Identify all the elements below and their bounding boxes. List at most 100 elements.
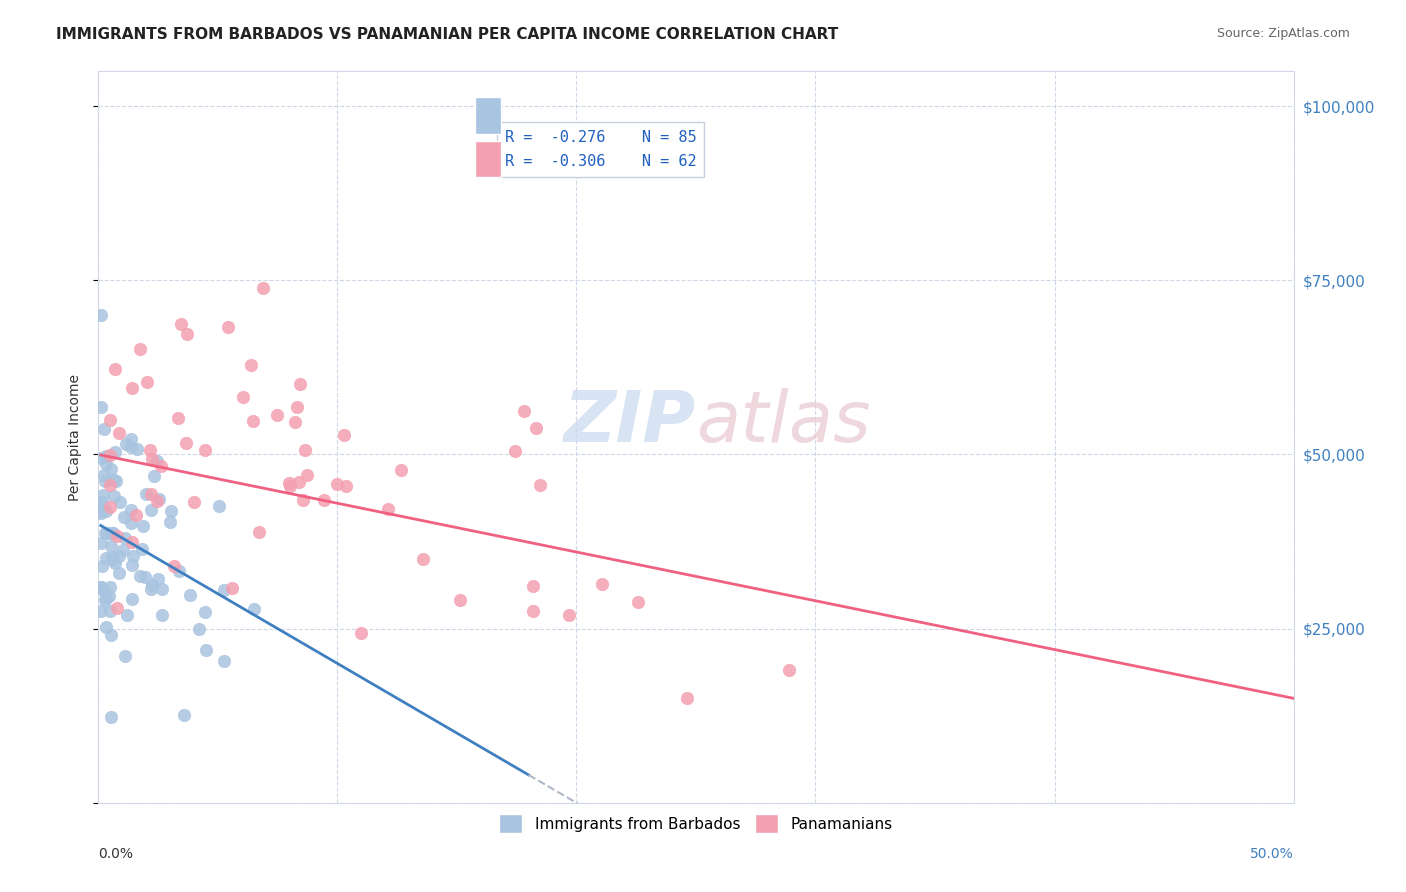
Point <box>108 426 131 441</box>
Point <box>114 649 136 664</box>
Point <box>115 437 138 451</box>
Point <box>96 526 118 541</box>
Point <box>110 495 132 509</box>
Point <box>163 559 186 574</box>
Bar <box>475 141 501 178</box>
Point <box>449 592 471 607</box>
Point <box>111 543 134 558</box>
Point <box>159 504 181 518</box>
Point <box>292 492 315 507</box>
Point <box>141 578 163 592</box>
Point <box>278 475 301 490</box>
Point <box>332 428 354 442</box>
Point <box>91 488 114 502</box>
Point <box>98 500 122 515</box>
Point <box>377 502 399 516</box>
Point <box>141 582 163 597</box>
Point <box>146 572 169 586</box>
Point <box>239 359 262 373</box>
Point <box>90 308 112 322</box>
Point <box>129 342 152 356</box>
Point <box>148 491 170 506</box>
Point <box>98 580 121 594</box>
Point <box>120 516 142 530</box>
Point <box>141 487 163 501</box>
Text: R =  -0.276    N = 85
R =  -0.306    N = 62: R = -0.276 N = 85 R = -0.306 N = 62 <box>505 130 696 169</box>
Point <box>131 542 153 557</box>
Point <box>93 593 115 607</box>
Point <box>169 317 191 331</box>
Point <box>325 476 347 491</box>
Point <box>104 557 127 571</box>
Point <box>94 449 117 463</box>
Point <box>90 400 112 414</box>
Point <box>136 375 159 389</box>
Point <box>295 468 318 483</box>
Point <box>105 529 128 543</box>
Point <box>778 663 800 677</box>
Point <box>108 549 131 564</box>
Point <box>266 408 288 422</box>
Point <box>96 504 118 518</box>
Point <box>101 525 124 540</box>
Point <box>208 499 231 513</box>
Point <box>135 486 157 500</box>
Text: 50.0%: 50.0% <box>1250 847 1294 861</box>
Point <box>90 604 112 618</box>
Point <box>179 589 201 603</box>
Text: Source: ZipAtlas.com: Source: ZipAtlas.com <box>1216 27 1350 40</box>
Point <box>121 534 143 549</box>
Point <box>90 495 112 509</box>
Point <box>522 604 544 618</box>
Point <box>93 468 115 483</box>
Point <box>217 319 239 334</box>
Text: IMMIGRANTS FROM BARBADOS VS PANAMANIAN PER CAPITA INCOME CORRELATION CHART: IMMIGRANTS FROM BARBADOS VS PANAMANIAN P… <box>56 27 838 42</box>
Point <box>127 442 149 456</box>
Point <box>90 559 112 574</box>
Point <box>141 502 163 516</box>
Point <box>98 604 121 618</box>
Point <box>120 441 142 455</box>
Point <box>121 591 143 606</box>
Point <box>90 503 112 517</box>
Point <box>96 458 118 472</box>
Point <box>212 655 235 669</box>
Point <box>90 450 112 465</box>
Point <box>183 495 205 509</box>
Point <box>120 432 142 446</box>
Point <box>412 551 434 566</box>
Y-axis label: Per Capita Income: Per Capita Income <box>67 374 82 500</box>
Text: ZIP: ZIP <box>564 388 696 457</box>
Point <box>96 551 118 566</box>
Point <box>146 494 169 508</box>
Point <box>195 642 218 657</box>
Point <box>335 478 357 492</box>
Point <box>100 549 122 564</box>
Point <box>100 628 122 642</box>
Point <box>104 444 127 458</box>
Text: atlas: atlas <box>696 388 870 457</box>
Point <box>105 474 128 488</box>
Point <box>98 448 122 462</box>
Point <box>112 510 135 524</box>
Point <box>93 422 115 436</box>
Point <box>103 489 125 503</box>
Point <box>522 579 544 593</box>
Point <box>243 602 266 616</box>
Point <box>93 526 115 541</box>
Point <box>131 519 153 533</box>
Point <box>152 582 174 597</box>
Point <box>114 532 136 546</box>
Point <box>174 435 197 450</box>
Point <box>122 549 145 563</box>
Point <box>221 581 243 595</box>
Point <box>188 622 211 636</box>
Point <box>94 591 117 605</box>
Point <box>121 381 143 395</box>
Point <box>247 524 270 539</box>
Point <box>101 552 124 566</box>
Point <box>100 462 122 476</box>
Point <box>591 577 613 591</box>
Point <box>278 479 301 493</box>
Point <box>94 620 117 634</box>
